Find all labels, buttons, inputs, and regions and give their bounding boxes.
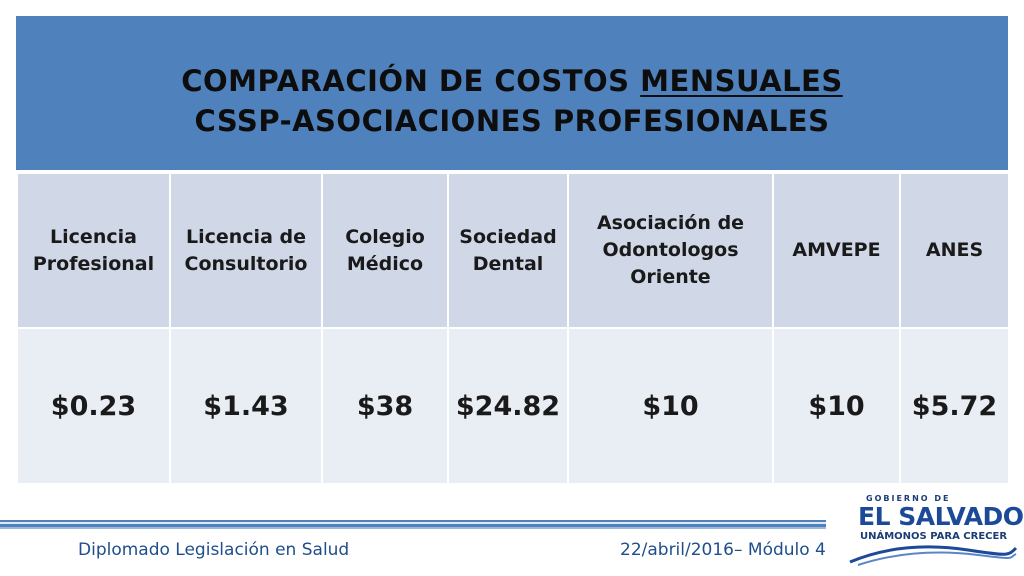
value-cell: $5.72	[899, 327, 1010, 485]
table-header-row: Licencia Profesional Licencia de Consultor…	[16, 172, 1010, 329]
logo-wave-icon	[849, 545, 1018, 566]
title-line-1: COMPARACIÓN DE COSTOS MENSUALES	[181, 61, 843, 101]
cost-comparison-table: Licencia Profesional Licencia de Consultor…	[16, 172, 1010, 485]
header-cell: Colegio Médico	[321, 172, 449, 329]
title-banner: COMPARACIÓN DE COSTOS MENSUALES CSSP-ASO…	[16, 16, 1008, 170]
title-underlined-word: MENSUALES	[640, 64, 843, 98]
header-cell: Asociación de Odontologos Oriente	[567, 172, 774, 329]
logo-main-text: EL SALVADOR	[858, 502, 1024, 531]
title-prefix: COMPARACIÓN DE COSTOS	[181, 64, 641, 98]
value-cell: $24.82	[447, 327, 569, 485]
header-cell: Licencia de Consultorio	[169, 172, 323, 329]
value-cell: $38	[321, 327, 449, 485]
footer-divider	[0, 520, 826, 529]
government-logo: GOBIERNO DE EL SALVADOR UNÁMONOS PARA CR…	[848, 494, 1024, 568]
value-cell: $1.43	[169, 327, 323, 485]
value-cell: $10	[772, 327, 901, 485]
logo-top-text: GOBIERNO DE	[866, 494, 951, 503]
value-cell: $10	[567, 327, 774, 485]
value-cell: $0.23	[16, 327, 171, 485]
header-cell: ANES	[899, 172, 1010, 329]
table-value-row: $0.23 $1.43 $38 $24.82 $10 $10 $5.72	[16, 327, 1010, 485]
title-line-2: CSSP-ASOCIACIONES PROFESIONALES	[194, 104, 830, 138]
header-cell: AMVEPE	[772, 172, 901, 329]
header-cell: Licencia Profesional	[16, 172, 171, 329]
footer-date-module: 22/abril/2016– Módulo 4	[620, 540, 826, 560]
footer-course-title: Diplomado Legislación en Salud	[78, 540, 350, 560]
logo-slogan: UNÁMONOS PARA CRECER	[860, 531, 1008, 542]
header-cell: Sociedad Dental	[447, 172, 569, 329]
